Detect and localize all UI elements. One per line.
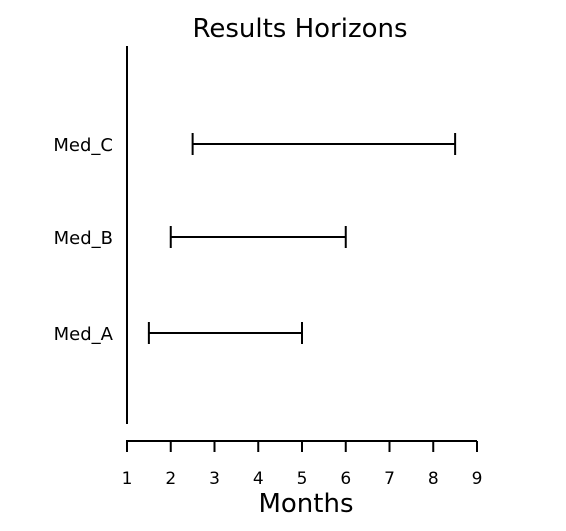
x-tick-label: 3 (209, 469, 220, 489)
chart-title: Results Horizons (192, 14, 407, 44)
x-tick-label: 4 (253, 469, 264, 489)
x-axis-ticks: 1 2 3 4 5 6 7 8 9 (122, 441, 483, 489)
category-label: Med_A (54, 324, 114, 345)
x-tick-label: 9 (472, 469, 483, 489)
x-tick-label: 5 (297, 469, 308, 489)
x-tick-label: 6 (340, 469, 351, 489)
category-label: Med_B (54, 228, 113, 249)
x-tick-label: 2 (165, 469, 176, 489)
x-tick-label: 1 (122, 469, 133, 489)
category-label: Med_C (53, 135, 113, 156)
range-bars: Med_A Med_B Med_C (53, 133, 457, 345)
x-tick-label: 7 (384, 469, 395, 489)
x-tick-label: 8 (428, 469, 439, 489)
x-axis-label: Months (258, 489, 353, 519)
